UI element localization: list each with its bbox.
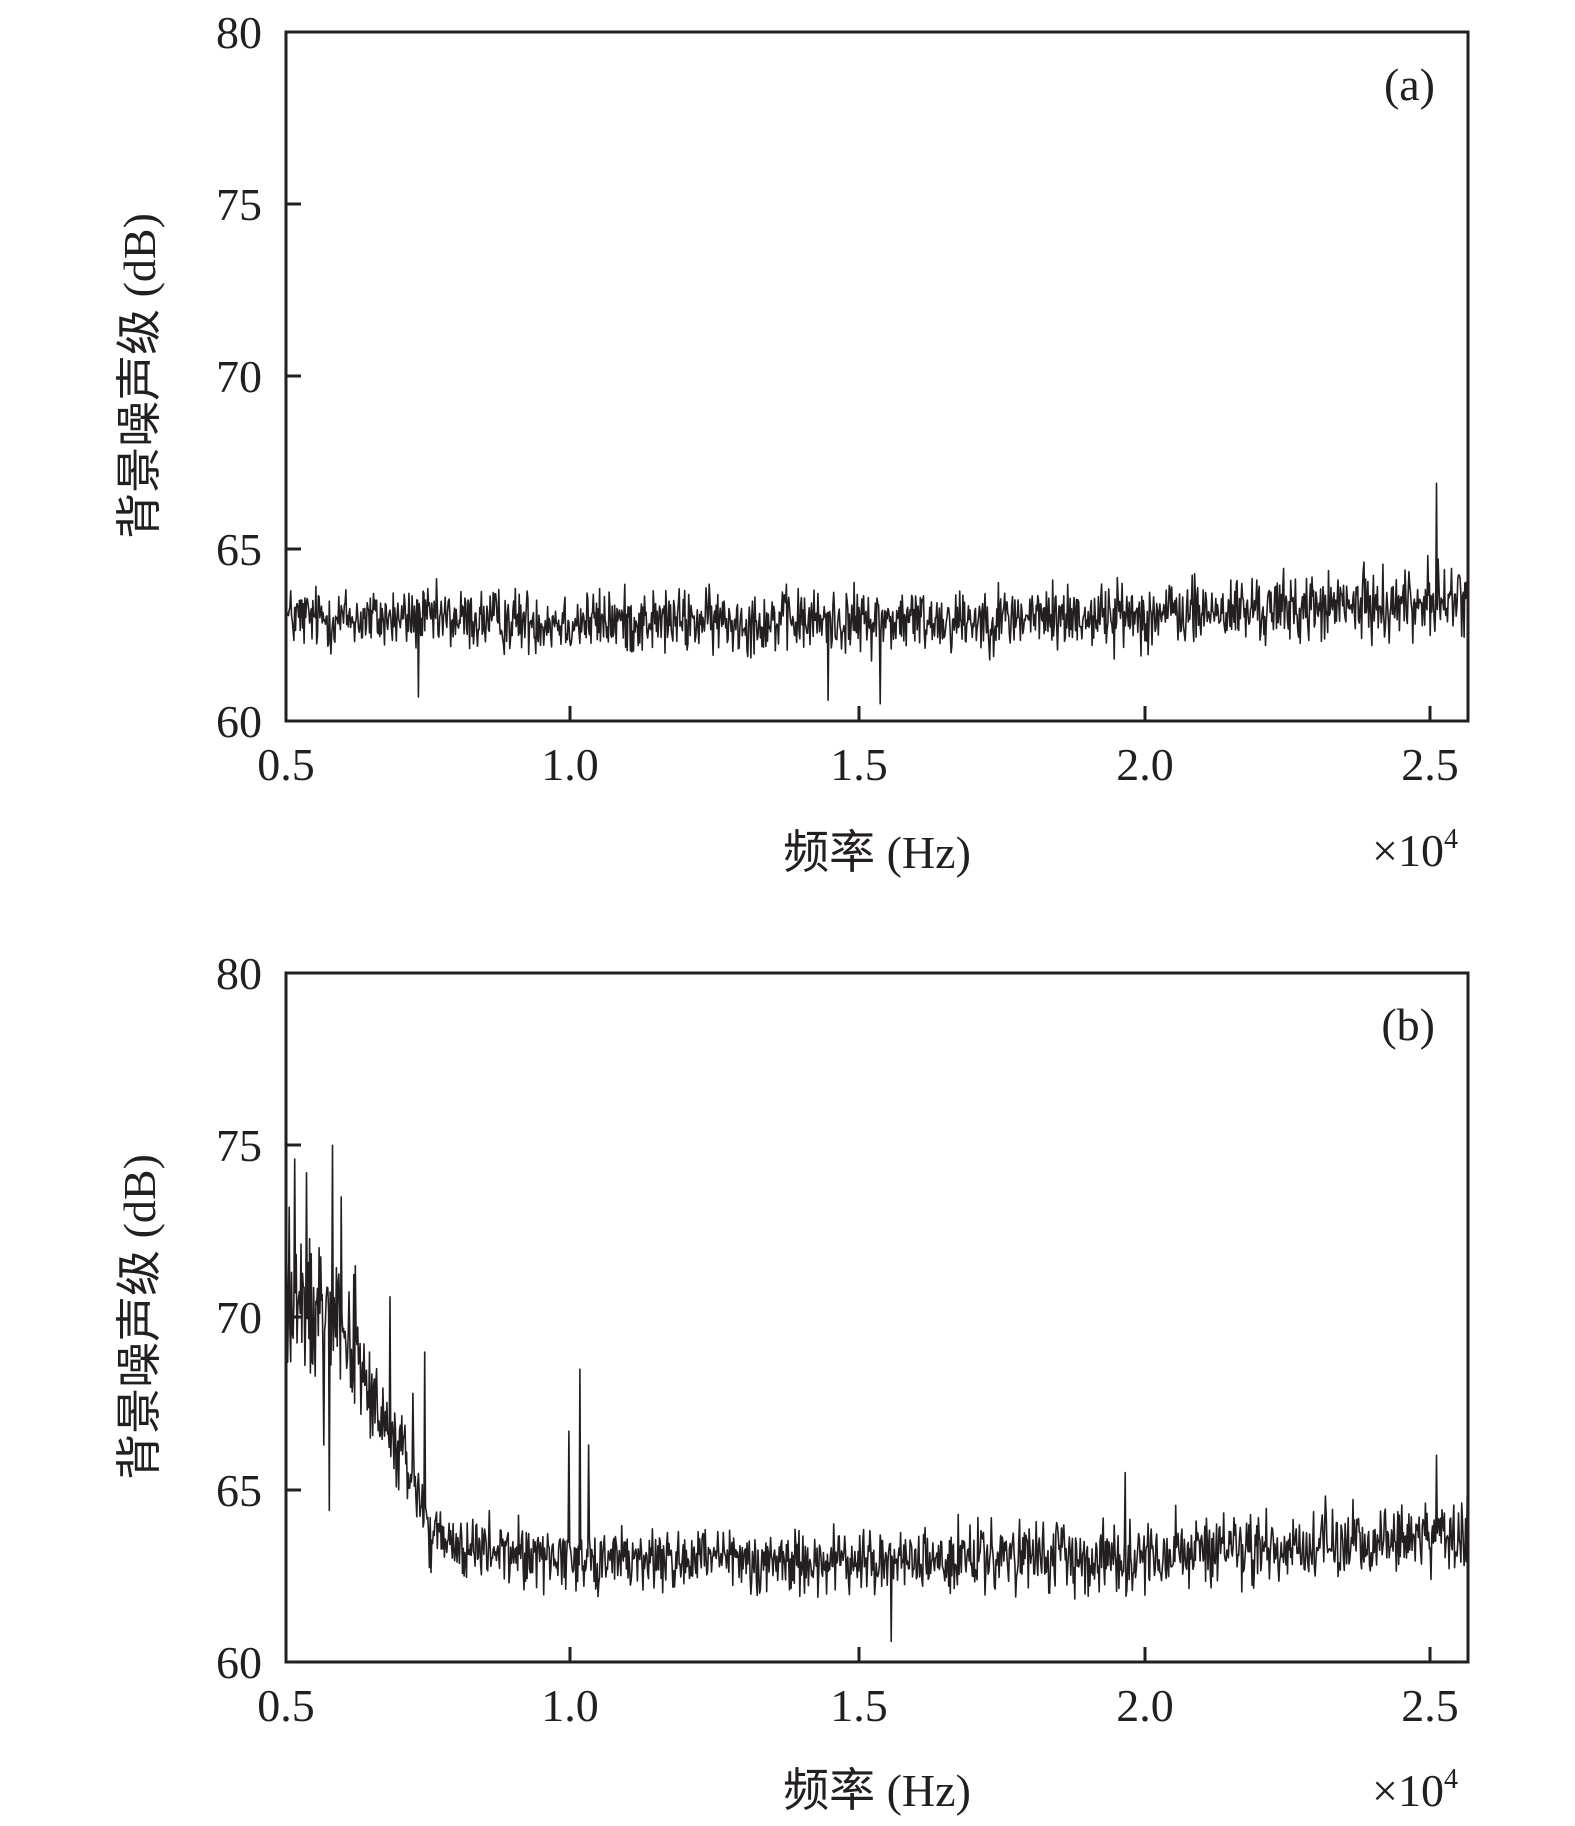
x-tick-label-b-0.5: 0.5	[257, 1680, 315, 1731]
x-axis-label-a: 频率 (Hz)	[783, 827, 971, 878]
y-tick-label-a-75: 75	[216, 179, 262, 230]
y-axis-label-b: 背景噪声级 (dB)	[114, 1154, 165, 1480]
noise-trace-a	[285, 482, 1469, 705]
x-axis-label-b: 频率 (Hz)	[783, 1765, 971, 1816]
y-tick-label-b-60: 60	[216, 1637, 262, 1688]
y-ticks-a: 60 65 70 75 80	[216, 7, 301, 747]
x-tick-label-a-2.5: 2.5	[1401, 739, 1459, 790]
x-tick-label-a-1.5: 1.5	[830, 739, 888, 790]
x-multiplier-exp-a: 4	[1444, 824, 1458, 855]
y-tick-label-b-80: 80	[216, 948, 262, 999]
y-tick-label-b-75: 75	[216, 1120, 262, 1171]
noise-trace-b	[285, 1144, 1469, 1643]
panel-b: 60 65 70 75 80 0.5 1.0 1.5 2.0 2.5 (b) 频…	[114, 948, 1470, 1816]
x-multiplier-exp-b: 4	[1444, 1764, 1458, 1795]
y-tick-label-a-60: 60	[216, 696, 262, 747]
x-tick-label-b-1.5: 1.5	[830, 1680, 888, 1731]
x-multiplier-b: ×104	[1372, 1764, 1458, 1816]
x-ticks-b: 0.5 1.0 1.5 2.0 2.5	[257, 1647, 1459, 1731]
y-tick-label-b-65: 65	[216, 1465, 262, 1516]
x-tick-label-a-1.0: 1.0	[541, 739, 599, 790]
x-multiplier-a: ×104	[1372, 824, 1458, 876]
y-tick-label-a-65: 65	[216, 524, 262, 575]
x-tick-label-a-0.5: 0.5	[257, 739, 315, 790]
y-tick-label-b-70: 70	[216, 1292, 262, 1343]
x-tick-label-b-2.0: 2.0	[1116, 1680, 1174, 1731]
panel-label-b: (b)	[1381, 999, 1435, 1050]
panel-label-a: (a)	[1384, 59, 1435, 110]
x-multiplier-base-b: ×10	[1372, 1765, 1444, 1816]
x-multiplier-base-a: ×10	[1372, 825, 1444, 876]
panel-a: 60 65 70 75 80 0.5 1.0 1.5 2.0 2.5 (a) 频…	[114, 7, 1470, 878]
x-tick-label-b-1.0: 1.0	[541, 1680, 599, 1731]
x-tick-label-b-2.5: 2.5	[1401, 1680, 1459, 1731]
x-tick-label-a-2.0: 2.0	[1116, 739, 1174, 790]
y-tick-label-a-70: 70	[216, 351, 262, 402]
x-ticks-a: 0.5 1.0 1.5 2.0 2.5	[257, 706, 1459, 790]
y-ticks-b: 60 65 70 75 80	[216, 948, 301, 1688]
y-axis-label-a: 背景噪声级 (dB)	[114, 213, 165, 539]
y-tick-label-a-80: 80	[216, 7, 262, 58]
